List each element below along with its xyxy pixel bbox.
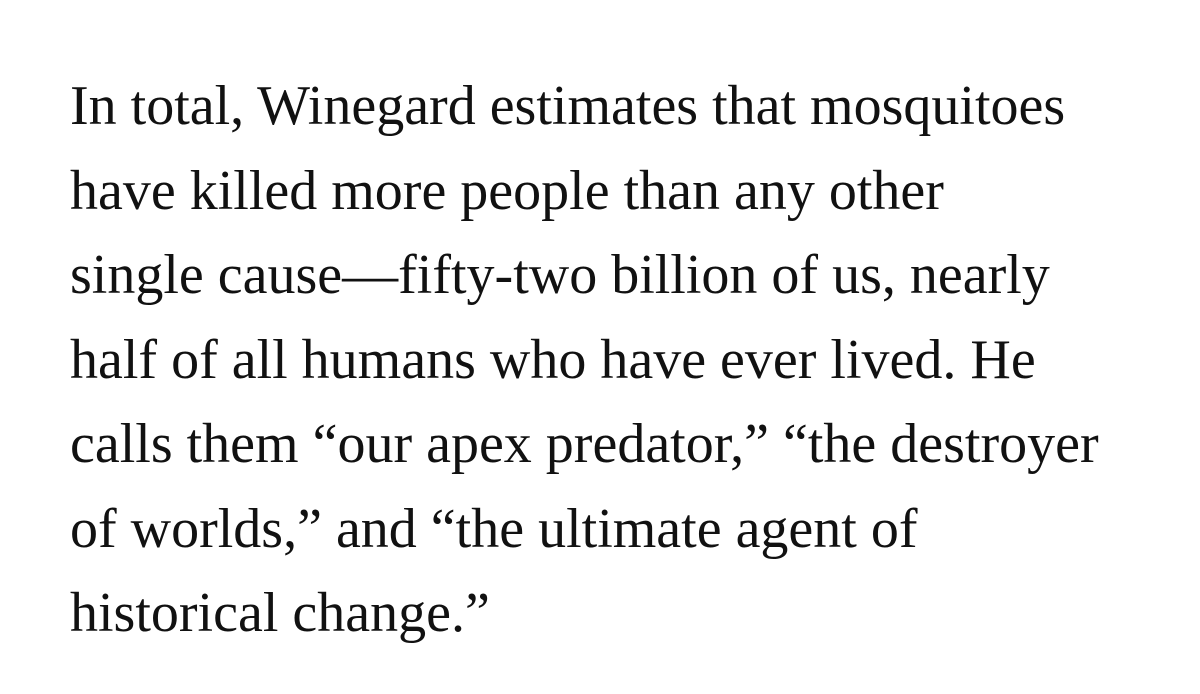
excerpt-paragraph: In total, Winegard estimates that mosqui… [70, 64, 1180, 656]
text-line: of worlds,” and “the ultimate agent of [70, 497, 918, 560]
text-line: half of all humans who have ever lived. … [70, 328, 1036, 391]
text-line: historical change.” [70, 582, 490, 644]
text-line: calls them “our apex predator,” “the des… [70, 413, 1099, 475]
text-line: have killed more people than any other [70, 159, 944, 222]
text-line: In total, Winegard estimates that mosqui… [70, 75, 1066, 137]
text-line: single cause—fifty-two billion of us, ne… [70, 244, 1050, 306]
